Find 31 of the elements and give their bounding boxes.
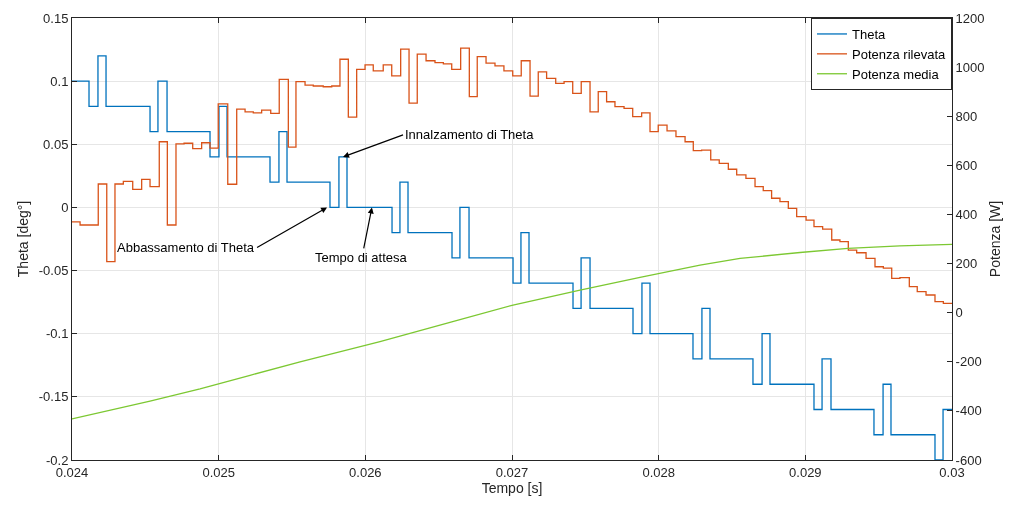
y2-axis-title: Potenza [W] [986,200,1003,278]
annotation: Abbassamento di Theta [117,240,255,255]
y2-tick-label: 1200 [955,10,985,26]
annotation: Tempo di attesa [315,250,408,265]
y2-tick-label: 1000 [955,59,985,75]
y-axis-title: Theta [deg°] [15,200,32,278]
y2-tick-label: -400 [955,403,982,419]
y-tick-label: -0.15 [38,389,69,405]
y2-tick-label: 800 [955,108,978,124]
y2-tick-label: 400 [955,206,978,222]
legend-label: Potenza media [852,66,940,82]
y2-tick-label: 0 [955,305,963,321]
y2-tick-label: 600 [955,157,978,173]
legend-label: Potenza rilevata [852,46,946,62]
y-tick-label: -0.1 [45,326,69,342]
y2-tick-label: 200 [955,256,978,272]
y-tick-label: 0.1 [50,73,69,89]
y-tick-label: 0 [61,199,69,215]
y-tick-label: -0.05 [38,263,69,279]
y-tick-label: 0.15 [43,10,69,26]
legend-label: Theta [852,27,887,43]
x-tick-label: 0.026 [349,464,382,480]
annotation: Innalzamento di Theta [405,127,535,142]
y-tick-label: 0.05 [43,136,69,152]
x-axis-title: Tempo [s] [481,479,543,496]
x-tick-label: 0.025 [202,464,235,480]
x-tick-label: 0.027 [495,464,529,480]
x-tick-label: 0.028 [642,464,675,480]
line-series [72,243,952,420]
x-tick-label: 0.029 [789,464,822,480]
y2-tick-label: -200 [955,354,982,370]
